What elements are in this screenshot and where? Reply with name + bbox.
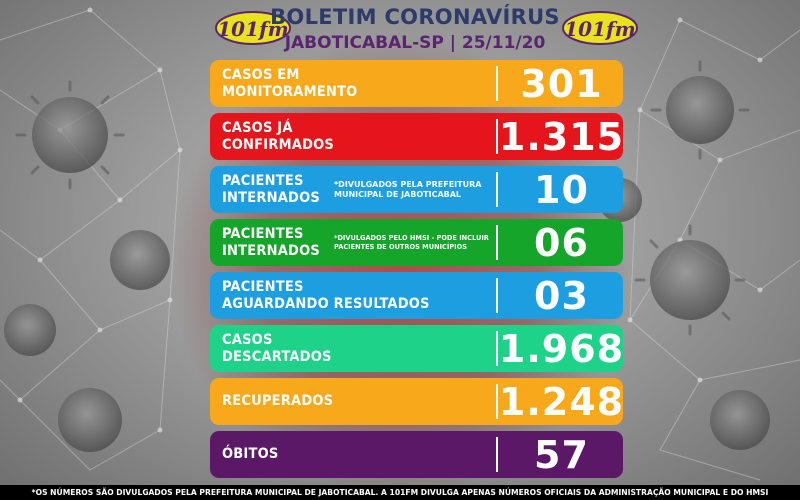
row-label-line2: CONFIRMADOS (222, 136, 334, 153)
logo-text: 101fm (564, 17, 636, 41)
row-value: 1.968 (498, 326, 623, 371)
row-hospitalized-hmsi: PACIENTES INTERNADOS *DIVULGADOS PELO HM… (210, 219, 623, 266)
row-deaths: ÓBITOS 57 (210, 431, 623, 478)
header: 101fm BOLETIM CORONAVÍRUS JABOTICABAL-SP… (0, 0, 800, 62)
divider (496, 437, 498, 472)
row-value: 1.248 (498, 379, 623, 424)
row-label-line1: PACIENTES (222, 172, 304, 189)
row-label-line2: DESCARTADOS (222, 348, 332, 365)
footer-disclaimer: *OS NÚMEROS SÃO DIVULGADOS PELA PREFEITU… (0, 485, 800, 500)
row-label-line2: AGUARDANDO RESULTADOS (222, 295, 430, 312)
radio-101fm-logo: 101fm (215, 11, 291, 45)
row-label-line1: RECUPERADOS (222, 393, 334, 409)
row-discarded: CASOS DESCARTADOS 1.968 (210, 325, 623, 372)
row-value: 1.315 (498, 114, 623, 159)
row-label-line2: INTERNADOS (222, 189, 320, 206)
divider (496, 278, 498, 313)
row-value: 10 (534, 167, 589, 212)
row-recovered: RECUPERADOS 1.248 (210, 378, 623, 425)
row-label-line1: ÓBITOS (222, 446, 279, 462)
row-label-line2: MONITORAMENTO (222, 83, 358, 100)
row-value: 57 (534, 432, 589, 477)
row-monitoring: CASOS EM MONITORAMENTO 301 (210, 60, 623, 107)
divider (496, 331, 498, 366)
divider (496, 172, 498, 207)
divider (496, 119, 498, 154)
row-label-line2: INTERNADOS (222, 242, 320, 259)
row-note-line2: MUNICIPAL DE JABOTICABAL (334, 189, 462, 199)
row-value: 301 (520, 61, 603, 106)
divider (496, 66, 498, 101)
row-label-line1: PACIENTES (222, 225, 304, 242)
row-awaiting-results: PACIENTES AGUARDANDO RESULTADOS 03 (210, 272, 623, 319)
divider (496, 225, 498, 260)
divider (496, 384, 498, 419)
row-note-line2: PACIENTES DE OUTROS MUNICÍPIOS (334, 242, 467, 251)
row-confirmed: CASOS JÁ CONFIRMADOS 1.315 (210, 113, 623, 160)
row-label-line1: CASOS EM (222, 66, 300, 83)
row-hospitalized-city: PACIENTES INTERNADOS *DIVULGADOS PELA PR… (210, 166, 623, 213)
row-note-line1: *DIVULGADOS PELO HMSI - PODE INCLUIR (334, 233, 489, 242)
row-label-line1: CASOS (222, 331, 273, 348)
row-value: 03 (534, 273, 589, 318)
page-title: BOLETIM CORONAVÍRUS (270, 5, 560, 29)
row-note-line1: *DIVULGADOS PELA PREFEITURA (334, 179, 482, 189)
radio-101fm-logo: 101fm (562, 11, 638, 45)
logo-text: 101fm (217, 17, 289, 41)
row-label-line1: CASOS JÁ (222, 119, 293, 136)
row-label-line1: PACIENTES (222, 278, 304, 295)
row-value: 06 (534, 220, 589, 265)
page-subtitle: JABOTICABAL-SP | 25/11/20 (284, 33, 546, 53)
